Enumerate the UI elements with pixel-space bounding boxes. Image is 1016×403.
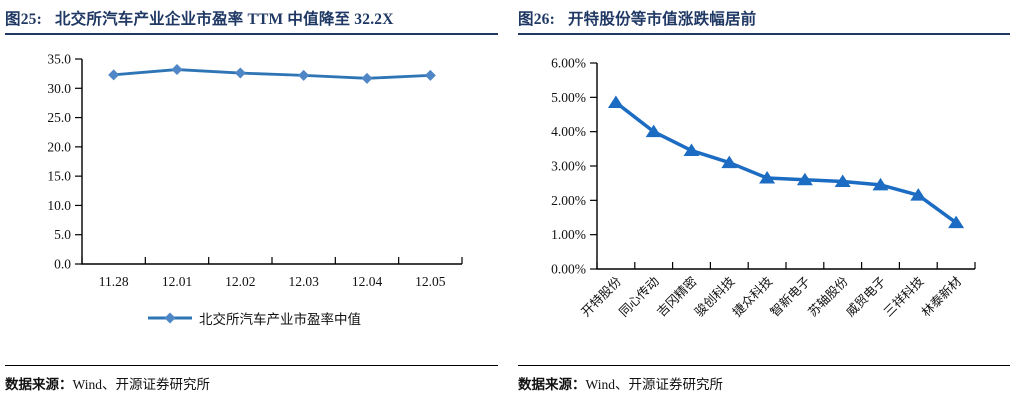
figure-26-title-underline xyxy=(518,33,1010,35)
svg-text:15.0: 15.0 xyxy=(47,169,71,184)
svg-text:35.0: 35.0 xyxy=(47,52,71,67)
svg-text:苏轴股份: 苏轴股份 xyxy=(805,273,851,319)
figure-25-title-underline xyxy=(5,33,498,35)
svg-text:智新电子: 智新电子 xyxy=(767,274,813,320)
svg-text:1.00%: 1.00% xyxy=(551,227,586,242)
svg-text:25.0: 25.0 xyxy=(47,110,71,125)
figure-25-title-text: 北交所汽车产业企业市盈率 TTM 中值降至 32.2X xyxy=(54,11,394,28)
svg-text:10.0: 10.0 xyxy=(47,198,71,213)
svg-text:12.03: 12.03 xyxy=(288,274,319,289)
svg-text:林泰新材: 林泰新材 xyxy=(918,274,964,320)
svg-text:4.00%: 4.00% xyxy=(551,124,586,139)
svg-text:吉冈精密: 吉冈精密 xyxy=(654,274,700,320)
source-text: Wind、开源证券研究所 xyxy=(72,377,210,392)
source-text: Wind、开源证券研究所 xyxy=(585,377,723,392)
legend-line-marker-icon xyxy=(148,312,192,324)
svg-text:开特股份: 开特股份 xyxy=(578,273,624,319)
chart-legend: 北交所汽车产业市盈率中值 xyxy=(0,308,508,328)
figure-25-panel: 图25: 北交所汽车产业企业市盈率 TTM 中值降至 32.2X 0.0 5.0 10… xyxy=(0,7,508,393)
svg-text:捷众科技: 捷众科技 xyxy=(730,274,776,320)
figure-26-title: 图26: 开特股份等市值涨跌幅居前 xyxy=(518,7,1010,29)
figure-25-source-note: 数据来源：Wind、开源证券研究所 xyxy=(5,365,498,393)
svg-text:威贸电子: 威贸电子 xyxy=(843,274,888,319)
svg-text:3.00%: 3.00% xyxy=(551,159,586,174)
figure-25-label: 图25: xyxy=(5,11,42,28)
figure-26-label: 图26: xyxy=(518,11,555,28)
market-cap-change-chart-canvas: 0.00% 1.00% 2.00% 3.00% 4.00% 5.00% 6.00% 开特股份同… xyxy=(551,56,976,320)
svg-text:12.02: 12.02 xyxy=(225,274,255,289)
svg-text:6.00%: 6.00% xyxy=(551,56,586,71)
figure-25-title: 图25: 北交所汽车产业企业市盈率 TTM 中值降至 32.2X xyxy=(5,7,498,29)
svg-text:2.00%: 2.00% xyxy=(551,193,586,208)
svg-text:5.00%: 5.00% xyxy=(551,90,586,105)
svg-text:30.0: 30.0 xyxy=(47,81,71,96)
pe-ttm-median-chart-canvas: 0.0 5.0 10.0 15.0 20.0 25.0 30.0 35.0 11.28 12.01… xyxy=(47,52,463,289)
svg-text:骏创科技: 骏创科技 xyxy=(692,274,738,320)
figure-26-source-note: 数据来源：Wind、开源证券研究所 xyxy=(518,365,1010,393)
svg-text:同心传动: 同心传动 xyxy=(616,274,662,320)
pe-ttm-median-line-chart: 0.0 5.0 10.0 15.0 20.0 25.0 30.0 35.0 11.28 12.01… xyxy=(0,44,508,294)
svg-text:20.0: 20.0 xyxy=(47,139,71,154)
svg-text:0.00%: 0.00% xyxy=(551,262,586,277)
svg-text:12.05: 12.05 xyxy=(415,274,446,289)
svg-text:12.01: 12.01 xyxy=(162,274,192,289)
source-label: 数据来源： xyxy=(518,377,586,392)
svg-text:三祥科技: 三祥科技 xyxy=(881,274,927,320)
figure-26-title-text: 开特股份等市值涨跌幅居前 xyxy=(567,11,757,28)
legend-label: 北交所汽车产业市盈率中值 xyxy=(199,312,361,327)
svg-text:12.04: 12.04 xyxy=(352,274,383,289)
source-label: 数据来源： xyxy=(5,377,73,392)
figure-26-panel: 图26: 开特股份等市值涨跌幅居前 0.00% 1.00% 2.00% 3.00% 4.0… xyxy=(508,0,1016,403)
svg-text:0.0: 0.0 xyxy=(54,257,71,272)
svg-text:11.28: 11.28 xyxy=(99,274,129,289)
svg-text:5.0: 5.0 xyxy=(54,227,71,242)
market-cap-change-line-chart: 0.00% 1.00% 2.00% 3.00% 4.00% 5.00% 6.00% 开特股份同… xyxy=(508,44,1016,344)
